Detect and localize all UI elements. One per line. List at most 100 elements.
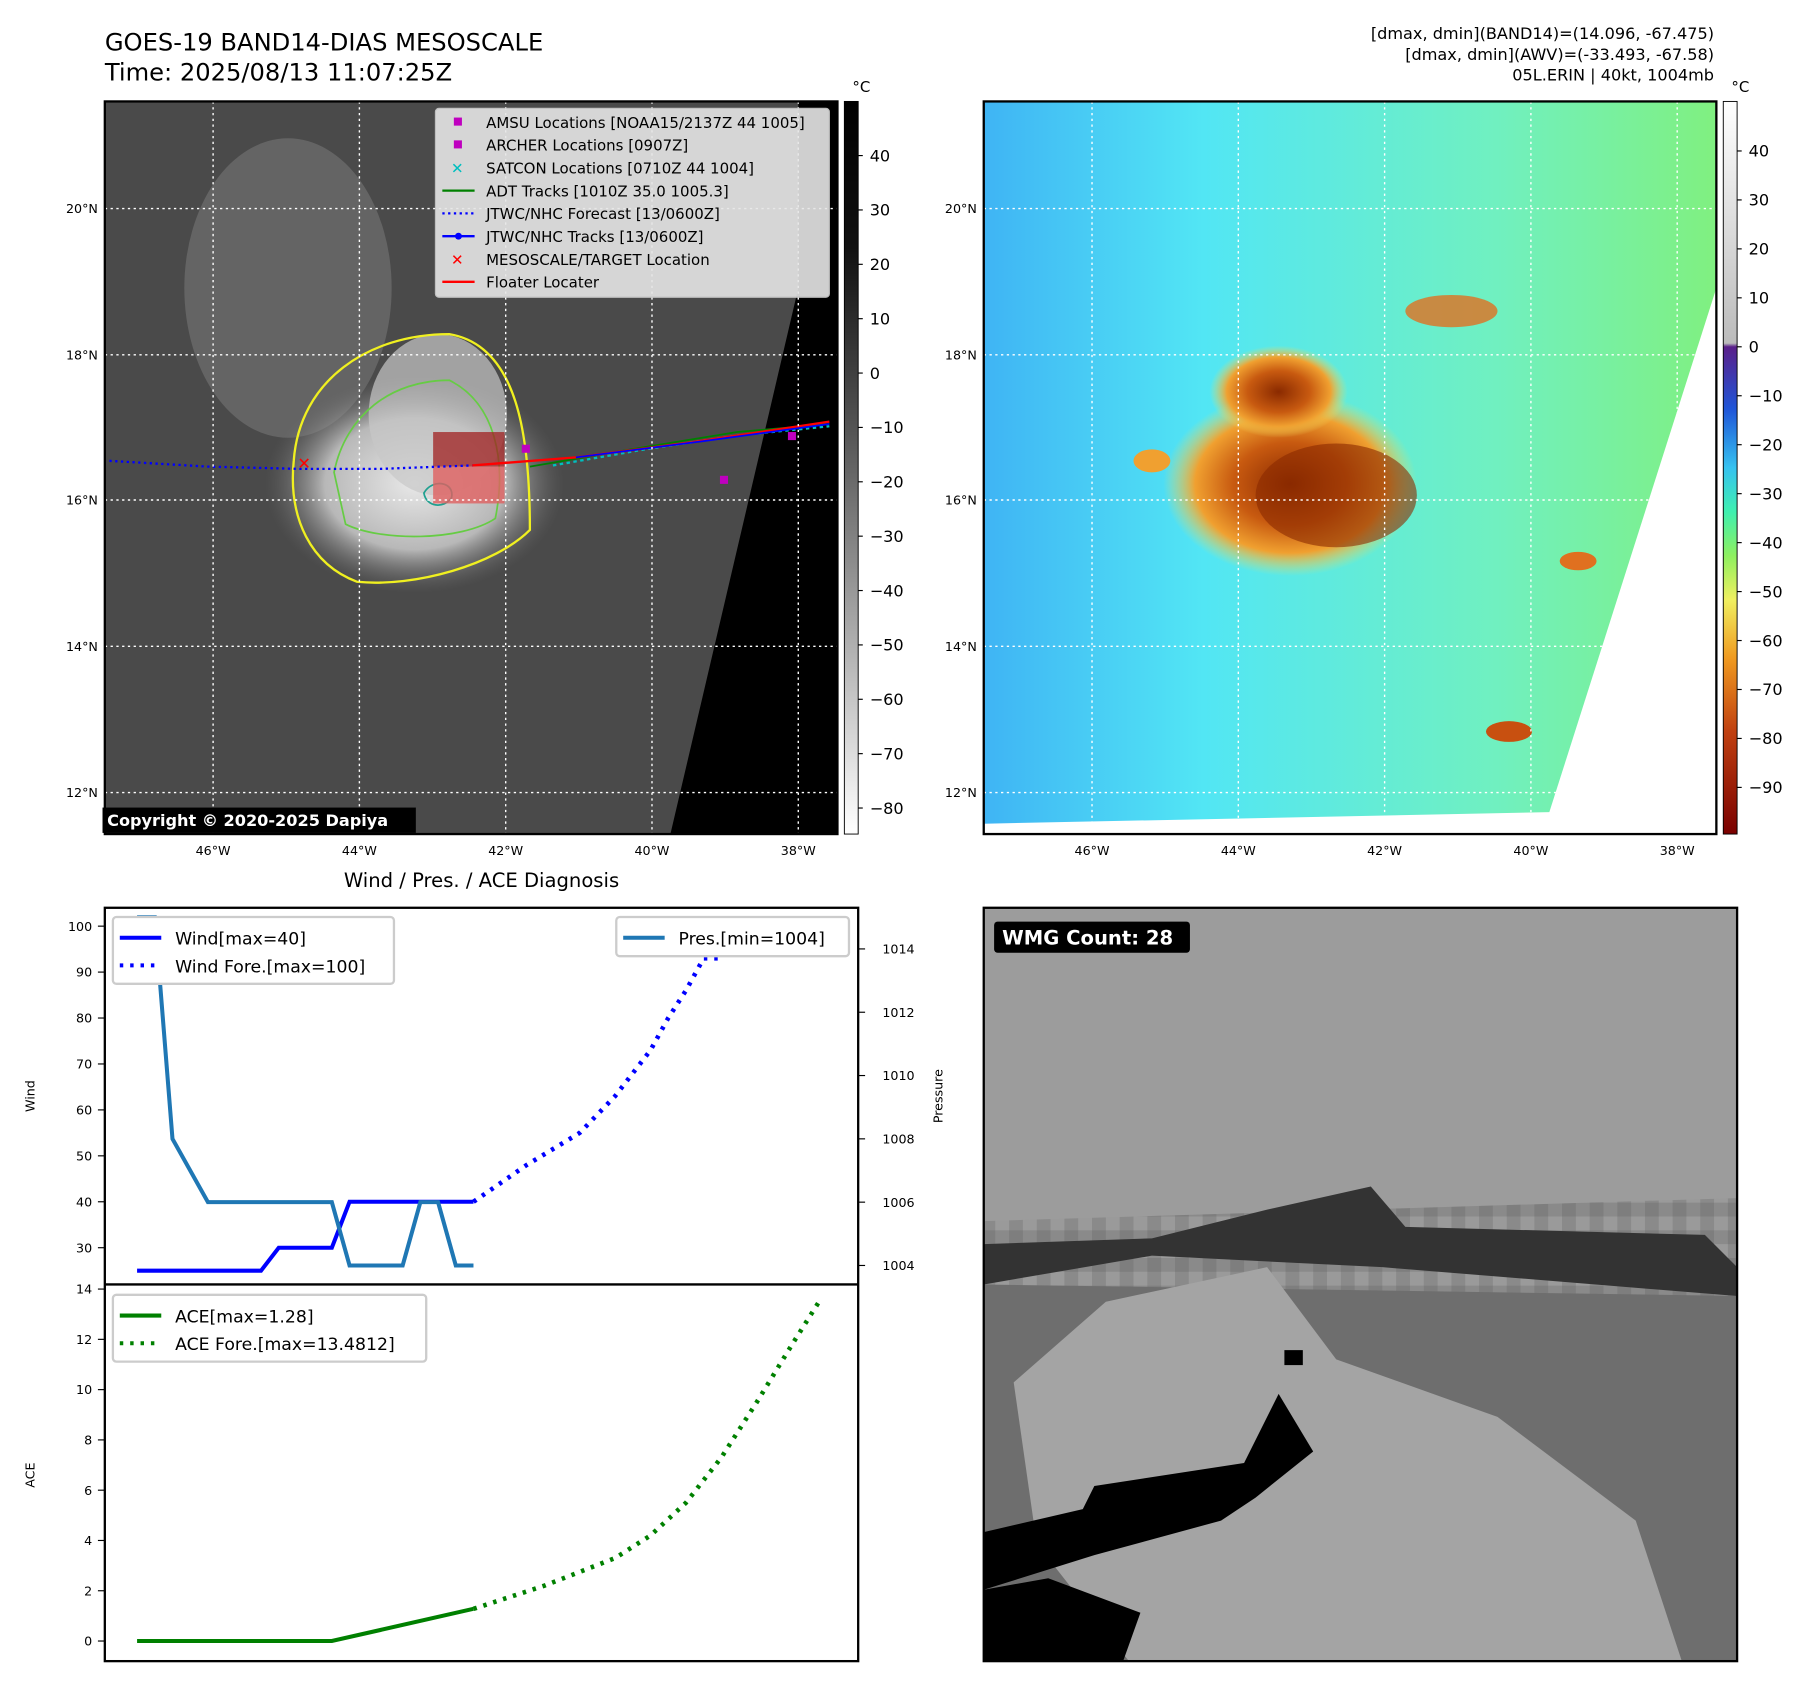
lat-tick-label: 12°N (945, 785, 977, 800)
figure-title: GOES-19 BAND14-DIAS MESOSCALE (105, 29, 543, 57)
y-tick-label: 50 (76, 1148, 92, 1163)
mesoscale-box-bottom (433, 466, 505, 504)
y-tick-label: 80 (76, 1011, 92, 1026)
legend-label: AMSU Locations [NOAA15/2137Z 44 1005] (486, 114, 805, 132)
legend-label: ADT Tracks [1010Z 35.0 1005.3] (486, 182, 729, 200)
lat-tick-label: 12°N (66, 785, 98, 800)
amsu-marker (719, 475, 729, 484)
legend-box (434, 107, 830, 298)
colorbar-tick-label: −80 (870, 799, 904, 818)
colorbar-tick-label: −90 (1749, 778, 1783, 797)
wmg-panel: WMG Count: 28 (982, 906, 1739, 1663)
colorbar-tick-label: 20 (1749, 240, 1770, 259)
gray-colorbar (843, 100, 859, 835)
chart-legend-box (111, 1293, 428, 1363)
colorbar-tick-label: −50 (870, 636, 904, 655)
y-tick-label: 14 (76, 1282, 92, 1297)
chart-title: Wind / Pres. / ACE Diagnosis (344, 869, 619, 892)
series-line-pres- (137, 915, 474, 1268)
colorbar-unit: °C (852, 78, 870, 96)
y-right-tick-label: 1012 (882, 1005, 914, 1020)
colorbar-tick-label: −20 (1749, 435, 1783, 454)
stats-storm: 05L.ERIN | 40kt, 1004mb (1512, 66, 1714, 85)
lat-tick-label: 14°N (945, 639, 977, 654)
legend-square-marker (453, 140, 462, 149)
ir-color-map: 46°W 44°W 42°W 40°W 38°W 20°N 18°N 16°N 14°N 12°N (945, 100, 1718, 858)
chart-legend-label: Wind Fore.[max=100] (175, 957, 365, 977)
wmg-count-box (994, 921, 1190, 953)
lat-tick-label: 16°N (66, 493, 98, 508)
mesoscale-box-top (433, 432, 505, 467)
y-tick-label: 12 (76, 1332, 92, 1347)
lat-tick-label: 18°N (945, 347, 977, 362)
y-tick-label: 6 (84, 1483, 92, 1498)
y-tick-label: 30 (76, 1240, 92, 1255)
lon-tick-label: 44°W (1221, 843, 1256, 858)
wmg-count: WMG Count: 28 (1002, 927, 1173, 950)
chart-legend-box (111, 915, 396, 985)
legend-x-marker: ✕ (451, 160, 464, 178)
lon-tick-label: 40°W (1513, 843, 1548, 858)
lat-tick-label: 16°N (945, 493, 977, 508)
chart-legend-box (615, 915, 851, 958)
legend-label: ARCHER Locations [0907Z] (486, 137, 688, 155)
chart-legend-label: ACE Fore.[max=13.4812] (175, 1335, 395, 1355)
series-line-wind (137, 1199, 474, 1273)
legend-x-marker: ✕ (451, 251, 464, 269)
series-line-ace-fore- (472, 1300, 821, 1612)
y-right-tick-label: 1010 (882, 1068, 914, 1083)
nhc-track (575, 423, 830, 459)
colorbar-tick-label: 0 (1749, 338, 1759, 357)
colorbar-tick-label: 10 (1749, 289, 1770, 308)
colorbar-unit: °C (1731, 78, 1749, 96)
colorbar-tick-label: 10 (870, 309, 891, 328)
y-right-tick-label: 1014 (882, 942, 914, 957)
colorbar-tick-label: −10 (1749, 387, 1783, 406)
lat-tick-label: 14°N (66, 639, 98, 654)
color-colorbar (1722, 100, 1738, 835)
series-line-ace (137, 1606, 474, 1644)
copyright-box (102, 807, 416, 833)
figure-time: Time: 2025/08/13 11:07:25Z (104, 59, 452, 87)
lon-tick-label: 46°W (1075, 843, 1110, 858)
target-marker: ✕ (297, 454, 311, 473)
lon-tick-label: 42°W (488, 843, 523, 858)
chart-legend-label: ACE[max=1.28] (175, 1307, 313, 1327)
y-right-tick-label: 1006 (882, 1195, 914, 1210)
y-right-tick-label: 1008 (882, 1131, 914, 1146)
colorbar-tick-label: −80 (1749, 729, 1783, 748)
y-tick-label: 2 (84, 1583, 92, 1598)
y-axis-right-label: Pressure (930, 1069, 945, 1123)
y-tick-label: 40 (76, 1194, 92, 1209)
lat-tick-label: 20°N (66, 201, 98, 216)
colorbar-tick-label: −40 (1749, 533, 1783, 552)
colorbar-tick-label: −40 (870, 581, 904, 600)
legend-label: JTWC/NHC Forecast [13/0600Z] (485, 205, 720, 223)
colorbar-tick-label: −70 (870, 744, 904, 763)
y-tick-label: 4 (84, 1533, 92, 1548)
colorbar-tick-label: −10 (870, 418, 904, 437)
colorbar-tick-label: 20 (870, 255, 891, 274)
y-tick-label: 100 (68, 919, 92, 934)
stats-band14: [dmax, dmin](BAND14)=(14.096, -67.475) (1371, 24, 1714, 43)
colorbar-tick-label: 40 (870, 146, 891, 165)
y-tick-label: 0 (84, 1634, 92, 1649)
ace-chart: ACE 0 2 4 6 8 10 12 14 ACE[max=1.28] ACE Fore.[max… (23, 1282, 821, 1649)
legend-label: JTWC/NHC Tracks [13/0600Z] (485, 228, 703, 246)
y-axis-label: ACE (23, 1462, 38, 1487)
legend-dot-marker (455, 232, 462, 240)
archer-marker (521, 444, 530, 453)
colorbar-tick-label: −60 (870, 690, 904, 709)
legend-label: MESOSCALE/TARGET Location (486, 251, 710, 269)
y-tick-label: 10 (76, 1382, 92, 1397)
lon-tick-label: 42°W (1367, 843, 1402, 858)
colorbar-tick-label: 30 (1749, 191, 1770, 210)
colorbar-tick-label: −60 (1749, 631, 1783, 650)
colorbar-tick-label: −30 (870, 527, 904, 546)
series-line-wind-fore- (472, 923, 819, 1204)
colorbar-tick-label: −20 (870, 473, 904, 492)
lat-tick-label: 20°N (945, 201, 977, 216)
lat-tick-label: 18°N (66, 347, 98, 362)
chart-legend-label: Pres.[min=1004] (678, 930, 824, 950)
